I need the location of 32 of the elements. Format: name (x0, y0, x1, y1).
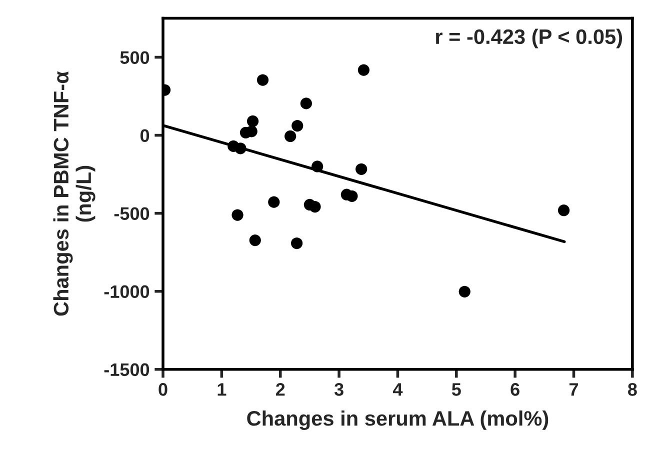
y-tick-label: -1500 (104, 363, 150, 376)
point (249, 234, 261, 246)
y-tick-label: -500 (114, 207, 150, 220)
x-tick-label: 3 (334, 383, 344, 396)
point (558, 204, 570, 216)
x-tick-label: 5 (452, 383, 461, 396)
x-tick-label: 7 (570, 383, 578, 396)
point (346, 190, 358, 202)
x-tick-label: 0 (158, 383, 168, 396)
y-tick-label: 500 (120, 51, 150, 64)
point (290, 237, 303, 250)
point (232, 209, 244, 221)
point (300, 98, 312, 110)
point (292, 120, 304, 132)
x-tick-label: 2 (276, 383, 285, 396)
point (256, 74, 269, 86)
point (246, 115, 259, 128)
x-tick-label: 8 (628, 383, 637, 396)
point (268, 196, 280, 208)
x-axis-title: Changes in serum ALA (mol%) (247, 410, 548, 430)
point (284, 130, 296, 142)
x-tick-label: 1 (218, 383, 226, 396)
annotation: r = -0.423 (P < 0.05) (436, 28, 622, 48)
point (356, 163, 368, 175)
point (309, 200, 321, 213)
y-tick-label: 0 (140, 129, 150, 142)
point (458, 286, 470, 298)
x-tick-label: 4 (392, 383, 403, 396)
point (358, 64, 370, 76)
x-tick-label: 6 (510, 383, 520, 396)
y-axis-title: Changes in PBMC TNF-α (ng/L) (53, 71, 96, 316)
y-tick-label: -1000 (104, 285, 150, 298)
